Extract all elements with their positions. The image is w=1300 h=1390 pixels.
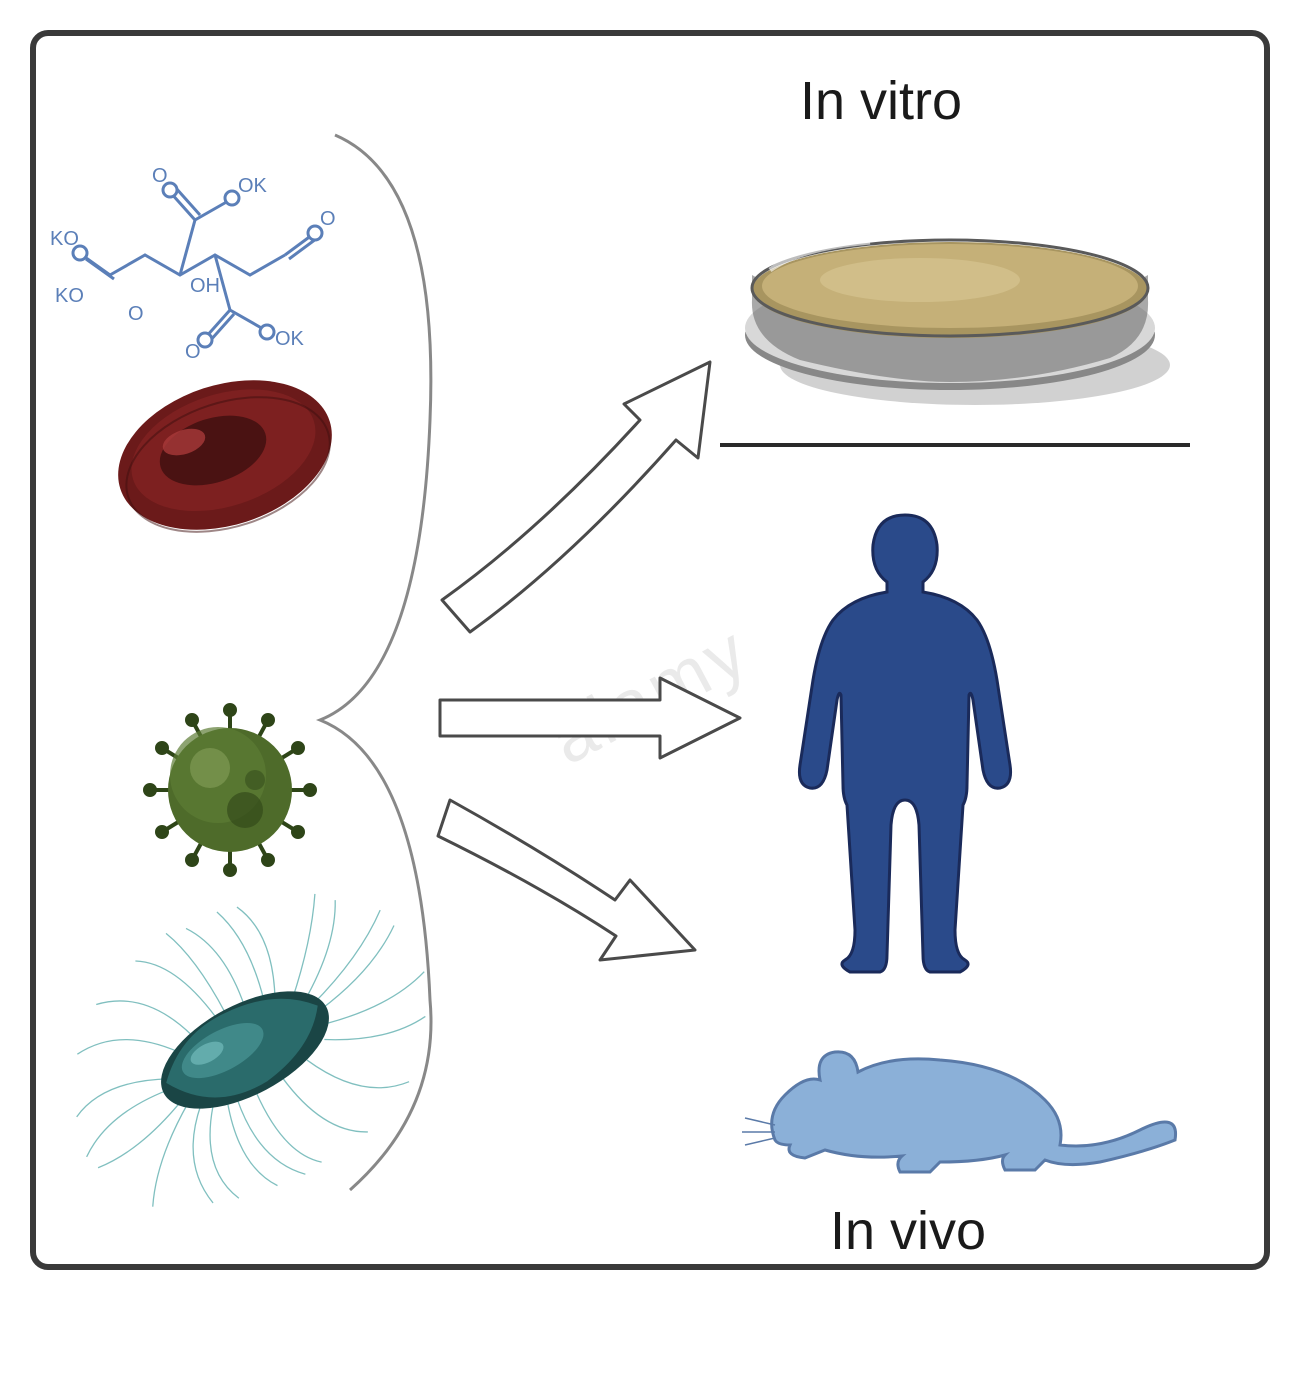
label-in-vivo: In vivo [830, 1200, 986, 1262]
diagram-canvas: alamy [0, 0, 1300, 1390]
diagram-frame [30, 30, 1270, 1270]
label-in-vitro: In vitro [800, 70, 962, 132]
